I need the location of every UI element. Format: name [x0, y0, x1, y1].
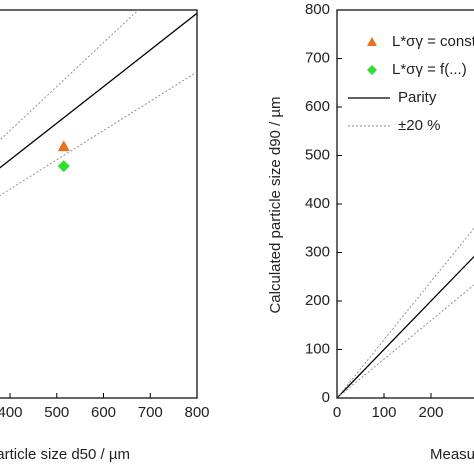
x-axis-label: Measured particle size d50 / µm: [0, 446, 130, 463]
y-tick-label: 200: [305, 292, 330, 309]
y-tick-label: 400: [305, 195, 330, 212]
diamond-marker: [367, 65, 377, 75]
tolerance-line: [337, 227, 474, 398]
diamond-marker: [57, 160, 70, 173]
tolerance-line: [337, 284, 474, 398]
y-tick-label: 300: [305, 243, 330, 260]
x-tick-label: 400: [0, 404, 23, 421]
plot-area: [337, 227, 474, 398]
x-tick-label: 0: [333, 404, 341, 421]
y-tick-label: 100: [305, 340, 330, 357]
y-tick-label: 600: [305, 98, 330, 115]
legend-label: Parity: [398, 89, 437, 106]
legend-label: L*σγ = const: [392, 33, 474, 50]
x-tick-label: 600: [91, 404, 116, 421]
x-tick-label: 100: [371, 404, 396, 421]
plot-frame: [0, 9, 198, 399]
legend-label: ±20 %: [398, 117, 440, 134]
x-tick-label: 500: [44, 404, 69, 421]
y-tick-label: 700: [305, 49, 330, 66]
tolerance-line: [0, 10, 139, 141]
x-axis-label: Measured particle size d90 / µm: [430, 446, 474, 463]
x-tick-label: 700: [138, 404, 163, 421]
triangle-marker: [367, 37, 377, 46]
y-tick-label: 800: [305, 1, 330, 18]
x-tick-label: 200: [418, 404, 443, 421]
tolerance-line: [0, 71, 197, 196]
plot-area: [0, 10, 197, 196]
x-tick-label: 800: [184, 404, 209, 421]
triangle-marker: [57, 140, 70, 152]
y-axis-label: Calculated particle size d90 / µm: [267, 96, 284, 313]
y-tick-label: 500: [305, 146, 330, 163]
parity-line: [337, 255, 474, 398]
legend-label: L*σγ = f(...): [392, 61, 467, 78]
y-tick-label: 0: [322, 389, 330, 406]
parity-line: [0, 12, 197, 169]
